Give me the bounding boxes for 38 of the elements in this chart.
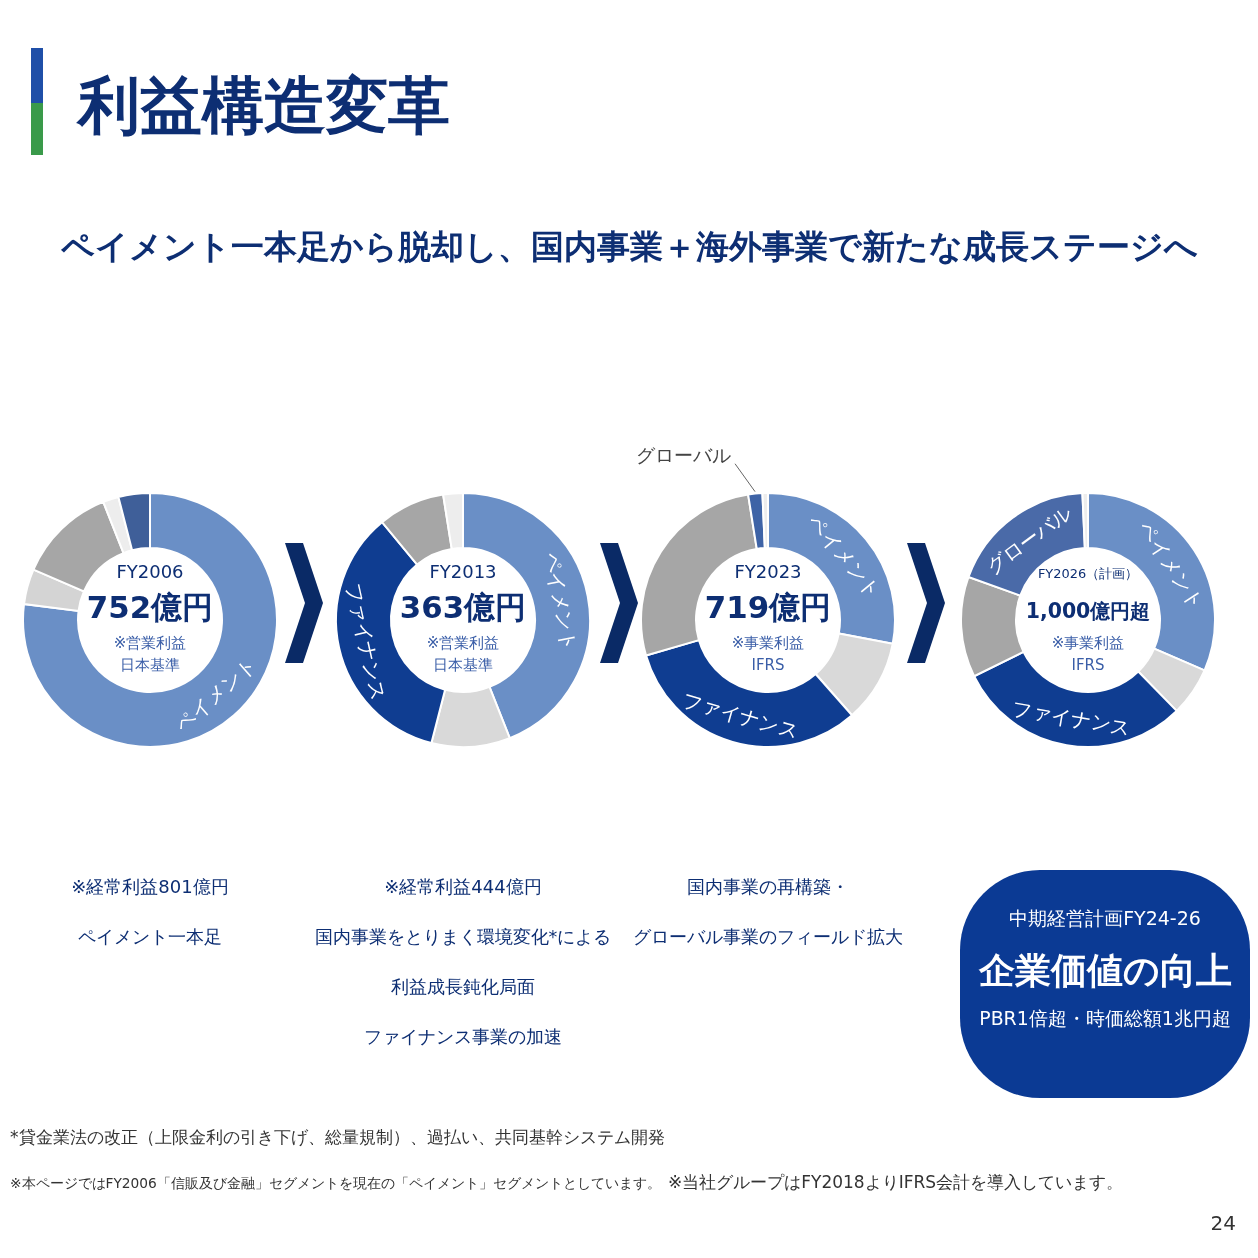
- text: FY2006: [116, 561, 184, 582]
- text: FY2026（計画）: [1037, 566, 1139, 581]
- text: FY2023: [734, 561, 802, 582]
- text: ※営業利益: [426, 634, 500, 652]
- text: ※事業利益: [731, 634, 805, 652]
- text: グローバル事業のフィールド拡大: [633, 926, 903, 947]
- text: ※当社グループはFY2018よりIFRS会計を導入しています。: [668, 1172, 1124, 1192]
- slice-label: グローバル: [636, 443, 732, 466]
- text: ※事業利益: [1051, 634, 1125, 652]
- text: ※経常利益444億円: [384, 876, 542, 897]
- text: 日本基準: [120, 656, 180, 674]
- text: 利益成長鈍化局面: [391, 976, 535, 997]
- text: 企業価値の向上: [977, 950, 1232, 991]
- text: 日本基準: [433, 656, 493, 674]
- text: 752億円: [86, 589, 214, 625]
- slice-label: ファイナンス: [1010, 696, 1133, 741]
- text: 363億円: [399, 589, 527, 625]
- text: 中期経営計画FY24-26: [1009, 907, 1201, 929]
- text: *貸金業法の改正（上限金利の引き下げ、総量規制）、過払い、共同基幹システム開発: [10, 1127, 665, 1147]
- text: 国内事業の再構築・: [687, 876, 849, 897]
- text: 1,000億円超: [1025, 599, 1151, 623]
- text: IFRS: [751, 656, 785, 674]
- text: ※営業利益: [113, 634, 187, 652]
- text: IFRS: [1071, 656, 1105, 674]
- text: ペイメント一本足: [78, 926, 222, 947]
- text: 利益構造変革: [76, 69, 450, 142]
- text: 24: [1210, 1211, 1236, 1235]
- slice-label: ペイメント: [539, 549, 582, 653]
- slice-label: ファイナンス: [679, 687, 802, 744]
- text: ※経常利益801億円: [71, 876, 229, 897]
- text: ※本ページではFY2006「信販及び金融」セグメントを現在の「ペイメント」セグメントとしています。: [10, 1175, 661, 1191]
- text: ファイナンス事業の加速: [364, 1026, 562, 1047]
- text: PBR1倍超・時価総額1兆円超: [979, 1008, 1231, 1029]
- slice-label: ファイナンス: [341, 580, 391, 703]
- text: 国内事業をとりまく環境変化*による: [314, 927, 612, 947]
- text: 719億円: [704, 589, 832, 625]
- text: ペイメント一本足から脱却し、国内事業＋海外事業で新たな成長ステージへ: [59, 227, 1198, 266]
- text: FY2013: [429, 561, 497, 582]
